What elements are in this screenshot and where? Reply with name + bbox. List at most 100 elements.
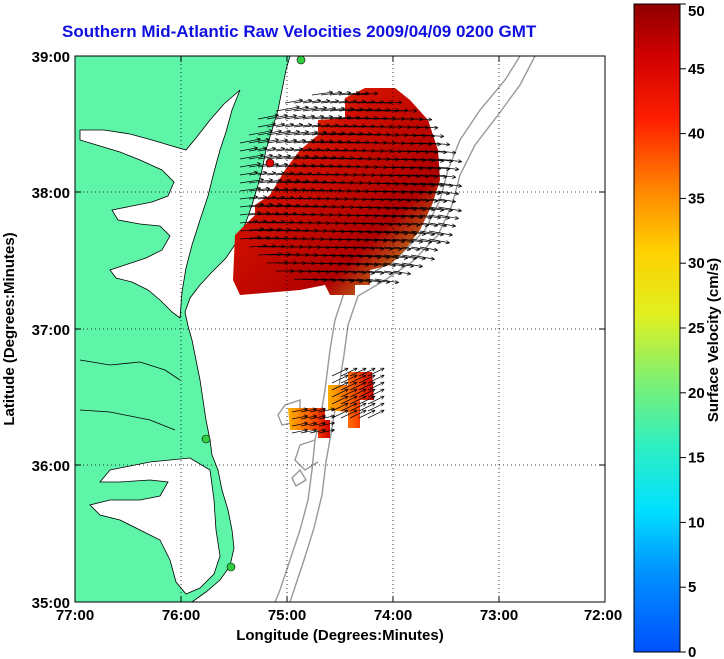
velocity-arrow [309, 428, 326, 434]
velocity-arrow [367, 388, 385, 398]
velocity-arrow [291, 414, 308, 420]
velocity-arrow [437, 182, 462, 188]
velocity-arrow [367, 367, 385, 377]
colorbar-tick-label: 35 [688, 190, 705, 207]
x-axis-label: Longitude (Degrees:Minutes) [236, 627, 444, 644]
velocity-arrow [437, 190, 459, 196]
velocity-arrow [437, 158, 463, 164]
colorbar-tick-label: 50 [688, 3, 705, 20]
velocity-arrow [340, 367, 358, 377]
chesapeake-bay [79, 89, 241, 319]
velocity-field-south [288, 408, 330, 438]
velocity-arrow [340, 409, 358, 419]
velocity-arrow [331, 388, 349, 398]
y-tick-label: 37:00 [32, 322, 70, 339]
velocity-vectors [239, 90, 463, 434]
land-mass [75, 56, 291, 602]
pamlico-sound [89, 457, 221, 595]
x-tick-label: 74:00 [374, 607, 412, 624]
inland-river [79, 359, 181, 381]
x-tick-label: 75:00 [268, 607, 306, 624]
velocity-arrow [356, 91, 379, 96]
axis-ticks [75, 56, 605, 602]
velocity-arrow [349, 374, 367, 384]
velocity-arrow [367, 374, 385, 384]
velocity-arrow [401, 262, 423, 269]
inland-river [79, 409, 176, 431]
colorbar-label: Surface Velocity (cm/s) [705, 258, 722, 422]
velocity-arrow [419, 134, 445, 139]
velocity-arrow [318, 421, 335, 427]
map-title: Southern Mid-Atlantic Raw Velocities 200… [62, 22, 537, 41]
velocity-arrow [428, 238, 450, 245]
velocity-arrow [367, 381, 385, 391]
colorbar-tick-label: 5 [688, 579, 696, 596]
velocity-arrow [309, 407, 326, 413]
velocity-arrow [331, 374, 349, 384]
velocity-arrow [331, 395, 349, 405]
velocity-arrow [374, 278, 399, 285]
velocity-arrow [419, 246, 438, 252]
colorbar-tick-label: 15 [688, 450, 705, 467]
velocity-arrow [300, 414, 317, 420]
velocity-arrow [309, 414, 326, 420]
velocity-arrow [300, 407, 317, 413]
station-marker [201, 434, 211, 444]
velocity-arrow [349, 381, 367, 391]
colorbar-tick-label: 30 [688, 255, 705, 272]
velocity-arrow [437, 198, 456, 204]
velocity-arrow [358, 409, 376, 419]
velocity-arrow [340, 402, 358, 412]
velocity-arrow [428, 230, 453, 237]
velocity-arrow [367, 409, 385, 419]
y-tick-label: 38:00 [32, 185, 70, 202]
velocity-arrow [437, 222, 456, 228]
y-tick-label: 35:00 [32, 595, 70, 612]
velocity-arrow [437, 206, 462, 213]
velocity-arrow [419, 125, 439, 130]
velocity-arrow [392, 108, 418, 113]
velocity-arrow [410, 117, 433, 122]
bathymetry-contours [274, 56, 536, 602]
velocity-arrow [358, 402, 376, 412]
velocity-arrow [358, 374, 376, 384]
velocity-field-north [233, 88, 440, 295]
colorbar-tick-label: 40 [688, 126, 705, 143]
velocity-arrow [358, 388, 376, 398]
grid-lines [75, 56, 605, 602]
velocity-arrow [437, 166, 460, 172]
x-tick-label: 72:00 [584, 607, 622, 624]
station-marker [296, 56, 306, 65]
velocity-arrow [291, 407, 308, 413]
velocity-arrow [358, 367, 376, 377]
velocity-arrow [340, 374, 358, 384]
colorbar [633, 3, 681, 653]
velocity-arrow [349, 395, 367, 405]
velocity-arrow [340, 388, 358, 398]
colorbar-tick-label: 0 [688, 644, 696, 659]
velocity-arrow [428, 142, 451, 147]
velocity-arrow [367, 395, 385, 405]
colorbar-tick-label: 20 [688, 385, 705, 402]
velocity-arrow [291, 428, 308, 434]
velocity-arrow [383, 100, 403, 105]
velocity-arrow [331, 367, 349, 377]
colorbar-tick-label: 10 [688, 514, 705, 531]
station-marker [265, 158, 275, 168]
velocity-arrow [300, 421, 317, 427]
y-axis-label: Latitude (Degrees:Minutes) [1, 232, 18, 425]
velocity-arrow [239, 137, 261, 144]
velocity-arrow [300, 428, 317, 434]
velocity-arrow [358, 381, 376, 391]
velocity-arrow [358, 395, 376, 405]
velocity-arrow [367, 402, 385, 412]
velocity-arrow [349, 367, 367, 377]
y-tick-label: 36:00 [32, 458, 70, 475]
velocity-arrow [349, 388, 367, 398]
velocity-arrow [340, 381, 358, 391]
velocity-arrow [349, 402, 367, 412]
velocity-arrow [437, 150, 457, 155]
velocity-arrow [248, 129, 273, 136]
velocity-arrow [318, 428, 335, 434]
